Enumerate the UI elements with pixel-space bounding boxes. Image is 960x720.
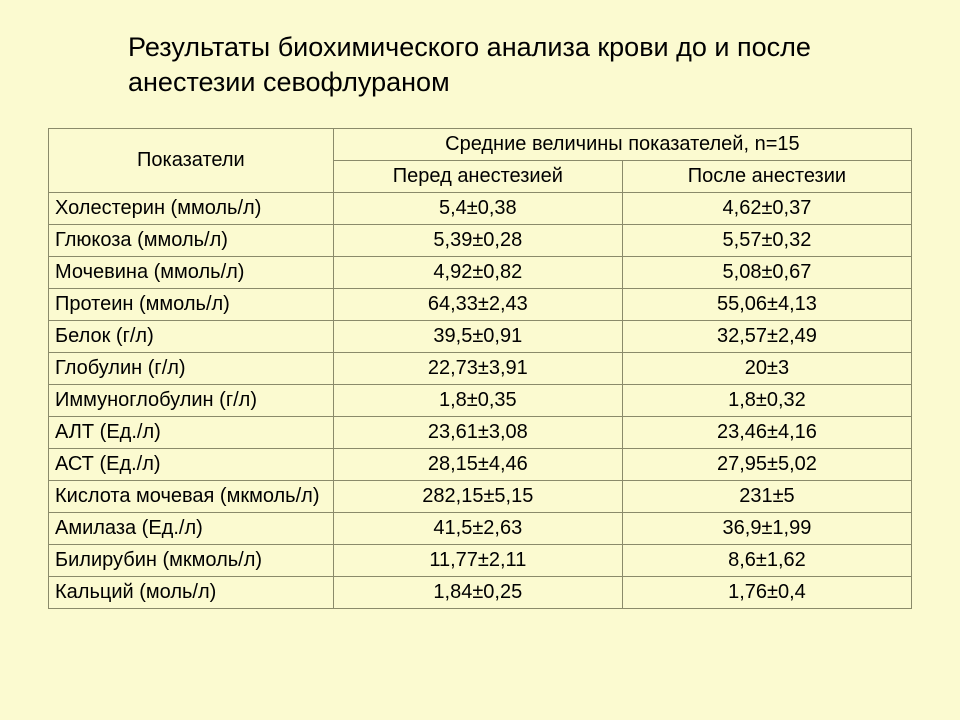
param-cell: Глобулин (г/л): [49, 353, 334, 385]
param-cell: Амилаза (Ед./л): [49, 513, 334, 545]
after-cell: 5,57±0,32: [622, 225, 911, 257]
table-row: Иммуноглобулин (г/л)1,8±0,351,8±0,32: [49, 385, 912, 417]
results-table: Показатели Средние величины показателей,…: [48, 128, 912, 609]
after-cell: 5,08±0,67: [622, 257, 911, 289]
param-cell: Кислота мочевая (мкмоль/л): [49, 481, 334, 513]
table-row: Белок (г/л)39,5±0,9132,57±2,49: [49, 321, 912, 353]
after-cell: 27,95±5,02: [622, 449, 911, 481]
table-row: Протеин (ммоль/л)64,33±2,4355,06±4,13: [49, 289, 912, 321]
after-cell: 1,8±0,32: [622, 385, 911, 417]
param-cell: Глюкоза (ммоль/л): [49, 225, 334, 257]
before-cell: 39,5±0,91: [333, 321, 622, 353]
after-cell: 4,62±0,37: [622, 193, 911, 225]
after-cell: 32,57±2,49: [622, 321, 911, 353]
before-cell: 282,15±5,15: [333, 481, 622, 513]
before-cell: 23,61±3,08: [333, 417, 622, 449]
table-row: Кислота мочевая (мкмоль/л)282,15±5,15231…: [49, 481, 912, 513]
after-cell: 23,46±4,16: [622, 417, 911, 449]
header-param: Показатели: [49, 129, 334, 193]
before-cell: 28,15±4,46: [333, 449, 622, 481]
after-cell: 8,6±1,62: [622, 545, 911, 577]
before-cell: 41,5±2,63: [333, 513, 622, 545]
before-cell: 11,77±2,11: [333, 545, 622, 577]
table-row: Глюкоза (ммоль/л)5,39±0,285,57±0,32: [49, 225, 912, 257]
before-cell: 4,92±0,82: [333, 257, 622, 289]
param-cell: Белок (г/л): [49, 321, 334, 353]
before-cell: 1,84±0,25: [333, 577, 622, 609]
before-cell: 5,39±0,28: [333, 225, 622, 257]
after-cell: 1,76±0,4: [622, 577, 911, 609]
param-cell: Кальций (моль/л): [49, 577, 334, 609]
param-cell: Холестерин (ммоль/л): [49, 193, 334, 225]
header-before: Перед анестезией: [333, 161, 622, 193]
table-row: АЛТ (Ед./л)23,61±3,0823,46±4,16: [49, 417, 912, 449]
param-cell: АЛТ (Ед./л): [49, 417, 334, 449]
table-row: Амилаза (Ед./л)41,5±2,6336,9±1,99: [49, 513, 912, 545]
table-row: Мочевина (ммоль/л)4,92±0,825,08±0,67: [49, 257, 912, 289]
table-row: Кальций (моль/л)1,84±0,251,76±0,4: [49, 577, 912, 609]
param-cell: Протеин (ммоль/л): [49, 289, 334, 321]
after-cell: 20±3: [622, 353, 911, 385]
param-cell: АСТ (Ед./л): [49, 449, 334, 481]
table-row: АСТ (Ед./л)28,15±4,4627,95±5,02: [49, 449, 912, 481]
slide-title: Результаты биохимического анализа крови …: [128, 30, 868, 100]
table-row: Глобулин (г/л)22,73±3,9120±3: [49, 353, 912, 385]
table-row: Холестерин (ммоль/л)5,4±0,384,62±0,37: [49, 193, 912, 225]
param-cell: Билирубин (мкмоль/л): [49, 545, 334, 577]
before-cell: 1,8±0,35: [333, 385, 622, 417]
before-cell: 22,73±3,91: [333, 353, 622, 385]
param-cell: Иммуноглобулин (г/л): [49, 385, 334, 417]
before-cell: 64,33±2,43: [333, 289, 622, 321]
after-cell: 231±5: [622, 481, 911, 513]
after-cell: 36,9±1,99: [622, 513, 911, 545]
after-cell: 55,06±4,13: [622, 289, 911, 321]
table-row: Билирубин (мкмоль/л)11,77±2,118,6±1,62: [49, 545, 912, 577]
header-after: После анестезии: [622, 161, 911, 193]
header-group: Средние величины показателей, n=15: [333, 129, 911, 161]
param-cell: Мочевина (ммоль/л): [49, 257, 334, 289]
before-cell: 5,4±0,38: [333, 193, 622, 225]
